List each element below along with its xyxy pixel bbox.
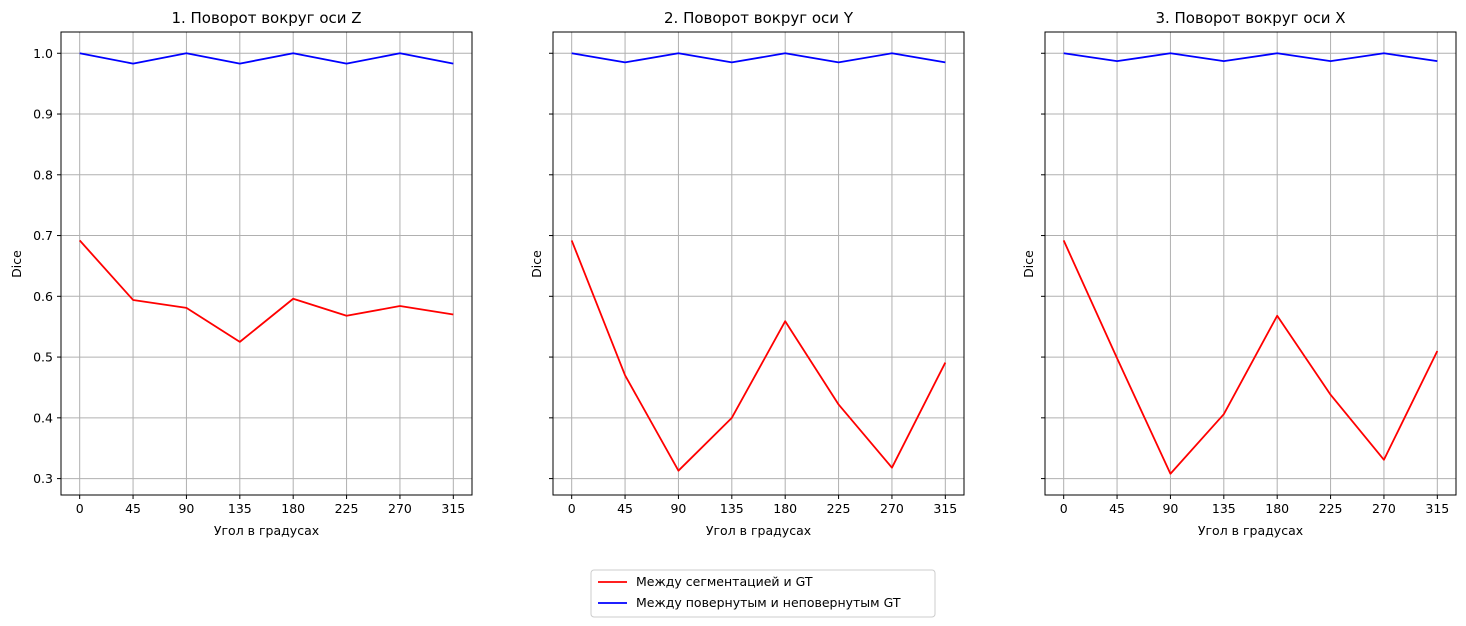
y-tick-label: 0.7 (33, 228, 53, 243)
y-axis-label: Dice (529, 250, 544, 278)
x-tick-label: 45 (125, 501, 141, 516)
x-tick-label: 315 (1425, 501, 1449, 516)
x-tick-label: 270 (1372, 501, 1396, 516)
series-line-rotated-vs-unrotated-gt (1063, 52, 1438, 63)
series-line-segmentation-vs-gt (1062, 240, 1439, 475)
y-tick-label: 0.3 (33, 471, 53, 486)
axes-frame (60, 31, 473, 496)
y-axis-label: Dice (9, 250, 24, 278)
x-tick-label: 180 (1265, 501, 1289, 516)
x-axis-label: Угол в градусах (214, 523, 319, 538)
y-tick-label: 0.6 (33, 289, 53, 304)
x-tick-label: 270 (388, 501, 412, 516)
y-tick-label: 0.8 (33, 167, 53, 182)
x-tick-label: 90 (178, 501, 194, 516)
y-tick-label: 0.5 (33, 350, 53, 365)
series-line-segmentation-vs-gt (570, 240, 947, 472)
legend: Между сегментацией и GT Между повернутым… (590, 569, 936, 618)
x-tick-label: 135 (1212, 501, 1236, 516)
legend-label-gt: Между повернутым и неповернутым GT (636, 595, 901, 610)
x-tick-label: 225 (827, 501, 851, 516)
y-tick-label: 0.4 (33, 410, 53, 425)
x-tick-label: 0 (1060, 501, 1068, 516)
axes-frame (552, 31, 965, 496)
x-tick-label: 180 (281, 501, 305, 516)
legend-frame (590, 569, 936, 618)
series-line-rotated-vs-unrotated-gt (571, 52, 946, 64)
panel-title: 2. Поворот вокруг оси Y (664, 9, 854, 27)
x-tick-label: 135 (228, 501, 252, 516)
x-tick-label: 0 (568, 501, 576, 516)
x-tick-label: 315 (441, 501, 465, 516)
x-axis-label: Угол в градусах (706, 523, 811, 538)
grid (61, 32, 472, 495)
x-tick-label: 225 (1319, 501, 1343, 516)
panel-title: 3. Поворот вокруг оси X (1155, 9, 1345, 27)
x-axis-label: Угол в градусах (1198, 523, 1303, 538)
x-tick-label: 90 (1162, 501, 1178, 516)
y-tick-label: 0.9 (33, 107, 53, 122)
series-line-segmentation-vs-gt (79, 239, 454, 343)
x-tick-label: 90 (670, 501, 686, 516)
x-tick-label: 180 (773, 501, 797, 516)
y-axis-label: Dice (1021, 250, 1036, 278)
x-tick-label: 135 (720, 501, 744, 516)
panel-rotation-y: 2. Поворот вокруг оси Y Угол в градусах … (529, 9, 965, 538)
axes-frame (1044, 31, 1457, 496)
legend-label-segmentation: Между сегментацией и GT (636, 574, 813, 589)
series-line-rotated-vs-unrotated-gt (79, 52, 454, 65)
panel-rotation-x: 3. Поворот вокруг оси X Угол в градусах … (1021, 9, 1457, 538)
x-tick-label: 315 (933, 501, 957, 516)
x-tick-label: 45 (1109, 501, 1125, 516)
x-tick-label: 45 (617, 501, 633, 516)
panel-rotation-z: 1. Поворот вокруг оси Z Угол в градусах … (9, 9, 473, 538)
panel-title: 1. Поворот вокруг оси Z (171, 9, 361, 27)
grid (553, 32, 964, 495)
x-tick-label: 270 (880, 501, 904, 516)
x-tick-label: 0 (76, 501, 84, 516)
x-tick-label: 225 (335, 501, 359, 516)
y-tick-label: 1.0 (33, 46, 53, 61)
